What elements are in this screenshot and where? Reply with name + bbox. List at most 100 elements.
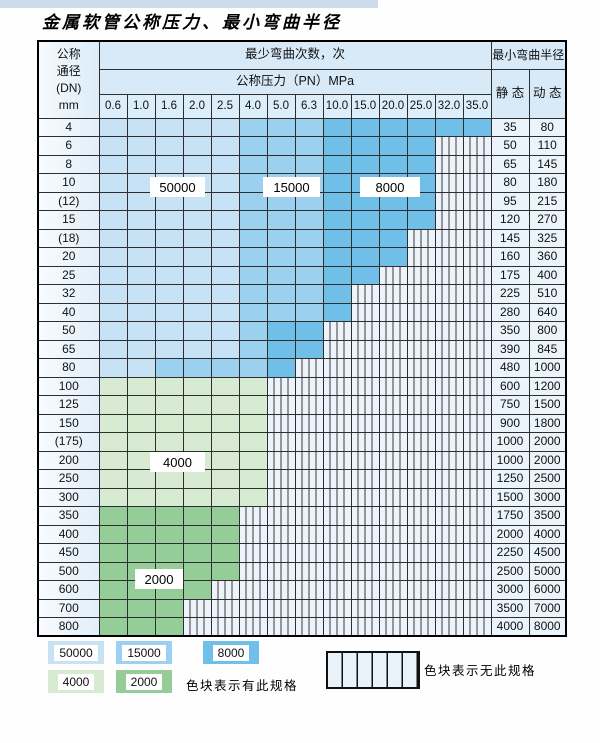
spec-cell-g2 [182,543,212,563]
no-spec-cell [238,561,268,581]
spec-cell-b1 [98,358,128,378]
spec-cell-b1 [98,210,128,230]
pressure-col-header: 32.0 [434,93,464,119]
no-spec-cell [294,450,324,470]
spec-cell-b1 [126,265,156,285]
no-spec-cell [434,173,464,193]
spec-cell-b2 [266,117,296,137]
no-spec-cell [294,376,324,396]
zone-label-4000: 4000 [150,452,205,472]
no-spec-cell [378,302,408,322]
dn-header-line: 通径 [56,63,81,78]
table-row: 800 4000 8000 [37,617,567,637]
dn-header-line: 公称 [56,46,81,61]
table-row: 8 65 145 [37,154,567,174]
static-radius-cell: 160 [490,247,530,267]
spec-cell-b1 [210,136,240,156]
no-spec-cell [322,432,352,452]
table-row: 200 1000 2000 [37,450,567,470]
static-radius-cell: 80 [490,173,530,193]
no-spec-cell [266,617,296,637]
pressure-col-header: 6.3 [294,93,324,119]
spec-cell-b1 [182,302,212,322]
spec-cell-g1 [210,413,240,433]
no-spec-cell [434,191,464,211]
no-spec-cell [406,469,436,489]
spec-cell-b1 [210,321,240,341]
dynamic-radius-cell: 180 [528,173,567,193]
no-spec-cell [350,321,380,341]
no-spec-cell [462,321,492,341]
no-spec-cell [322,321,352,341]
spec-cell-b3 [378,117,408,137]
spec-cell-b2 [294,302,324,322]
no-spec-cell [434,617,464,637]
spec-cell-b2 [294,210,324,230]
dn-cell: 700 [37,598,100,618]
spec-cell-b1 [98,228,128,248]
table-row: 300 1500 3000 [37,487,567,507]
no-spec-cell [434,376,464,396]
spec-cell-b2 [266,284,296,304]
spec-cell-b1 [126,191,156,211]
table-row: (18) 145 325 [37,228,567,248]
dynamic-col-header: 动 态 [528,68,567,119]
spec-cell-g2 [182,506,212,526]
spec-cell-b1 [98,136,128,156]
no-spec-cell [462,136,492,156]
spec-cell-g2 [98,580,128,600]
table-row: 100 600 1200 [37,376,567,396]
no-spec-cell [406,543,436,563]
no-spec-cell [322,561,352,581]
no-spec-cell [406,487,436,507]
spec-cell-g1 [98,487,128,507]
spec-cell-b2 [294,247,324,267]
dn-cell: 600 [37,580,100,600]
no-spec-cell [266,376,296,396]
spec-cell-g1 [154,432,184,452]
spec-cell-b1 [126,284,156,304]
zone-label-8000: 8000 [360,177,420,197]
dn-cell: (175) [37,432,100,452]
dynamic-radius-cell: 4000 [528,524,567,544]
spec-cell-g2 [154,598,184,618]
spec-cell-b3 [266,358,296,378]
no-spec-cell [322,598,352,618]
no-spec-cell [266,506,296,526]
spec-cell-b1 [182,247,212,267]
dynamic-radius-cell: 80 [528,117,567,137]
table-row: 6 50 110 [37,136,567,156]
static-radius-cell: 600 [490,376,530,396]
spec-cell-b1 [126,228,156,248]
spec-cell-b1 [126,117,156,137]
no-spec-cell [462,284,492,304]
no-spec-cell [406,506,436,526]
spec-cell-g1 [182,469,212,489]
no-spec-cell [294,617,324,637]
spec-cell-g2 [98,561,128,581]
spec-cell-b3 [406,154,436,174]
no-spec-cell [350,339,380,359]
no-spec-cell [462,339,492,359]
static-radius-cell: 175 [490,265,530,285]
table-row: 600 3000 6000 [37,580,567,600]
no-spec-cell [462,506,492,526]
spec-cell-b1 [126,302,156,322]
dn-cell: 25 [37,265,100,285]
no-spec-cell [378,487,408,507]
dynamic-radius-cell: 1000 [528,358,567,378]
static-radius-cell: 280 [490,302,530,322]
static-radius-cell: 120 [490,210,530,230]
no-spec-cell [434,598,464,618]
dynamic-radius-cell: 1200 [528,376,567,396]
static-radius-cell: 1000 [490,432,530,452]
spec-cell-g1 [98,413,128,433]
no-spec-cell [378,469,408,489]
spec-cell-b2 [238,358,268,378]
no-spec-cell [294,598,324,618]
no-spec-cell [322,469,352,489]
spec-cell-b1 [182,210,212,230]
spec-cell-b3 [350,117,380,137]
spec-cell-b2 [266,265,296,285]
